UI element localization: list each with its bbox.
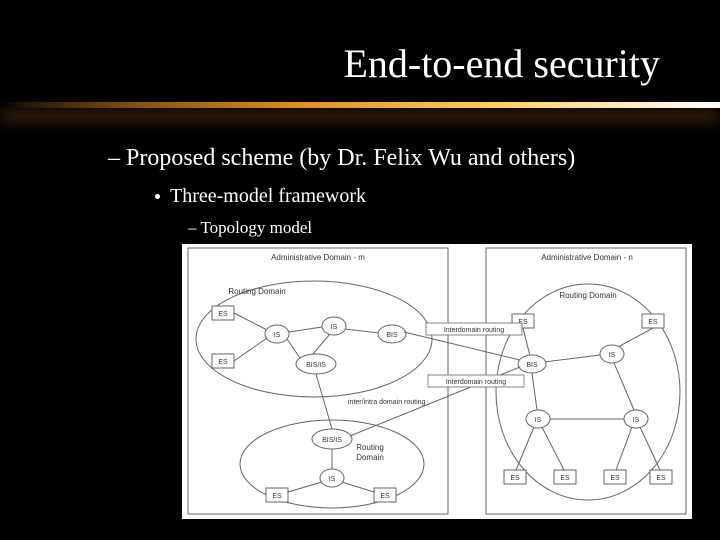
svg-text:Routing: Routing (356, 443, 384, 452)
svg-text:IS: IS (274, 332, 281, 339)
svg-text:BIS: BIS (386, 332, 398, 339)
svg-text:ES: ES (380, 493, 390, 500)
svg-text:ES: ES (656, 475, 666, 482)
bullet-level-2-text: Three-model framework (170, 185, 366, 207)
svg-text:BIS: BIS (526, 362, 538, 369)
svg-text:Routing Domain: Routing Domain (559, 291, 616, 300)
svg-text:BIS/IS: BIS/IS (306, 362, 326, 369)
svg-text:Interdomain routing: Interdomain routing (444, 327, 504, 334)
svg-text:Domain: Domain (356, 453, 384, 462)
svg-text:IS: IS (633, 417, 640, 424)
slide-title: End-to-end security (343, 40, 660, 87)
svg-text:ES: ES (272, 493, 282, 500)
bullet-level-1: – Proposed scheme (by Dr. Felix Wu and o… (108, 145, 575, 172)
slide: End-to-end security – Proposed scheme (b… (0, 0, 720, 540)
svg-text:Administrative Domain - n: Administrative Domain - n (541, 253, 633, 262)
svg-text:IS: IS (329, 476, 336, 483)
svg-text:ES: ES (510, 475, 520, 482)
svg-text:IS: IS (609, 352, 616, 359)
svg-text:ES: ES (218, 311, 228, 318)
bullet-dot-icon (155, 194, 160, 199)
svg-text:Routing Domain: Routing Domain (228, 287, 285, 296)
svg-text:inter/intra domain routing: inter/intra domain routing (348, 399, 426, 406)
svg-text:ES: ES (218, 359, 228, 366)
divider-line (0, 102, 720, 108)
bullet-level-3: – Topology model (188, 218, 312, 238)
svg-text:ES: ES (610, 475, 620, 482)
divider-shadow (0, 108, 720, 124)
bullet-level-2: Three-model framework (155, 185, 366, 208)
svg-text:Interdomain routing: Interdomain routing (446, 379, 506, 386)
svg-text:Administrative Domain - m: Administrative Domain - m (271, 253, 365, 262)
svg-text:IS: IS (535, 417, 542, 424)
svg-text:BIS/IS: BIS/IS (322, 437, 342, 444)
svg-text:ES: ES (560, 475, 570, 482)
topology-diagram: Administrative Domain - m Routing Domain E… (182, 244, 692, 519)
svg-text:ES: ES (648, 319, 658, 326)
svg-text:IS: IS (331, 324, 338, 331)
